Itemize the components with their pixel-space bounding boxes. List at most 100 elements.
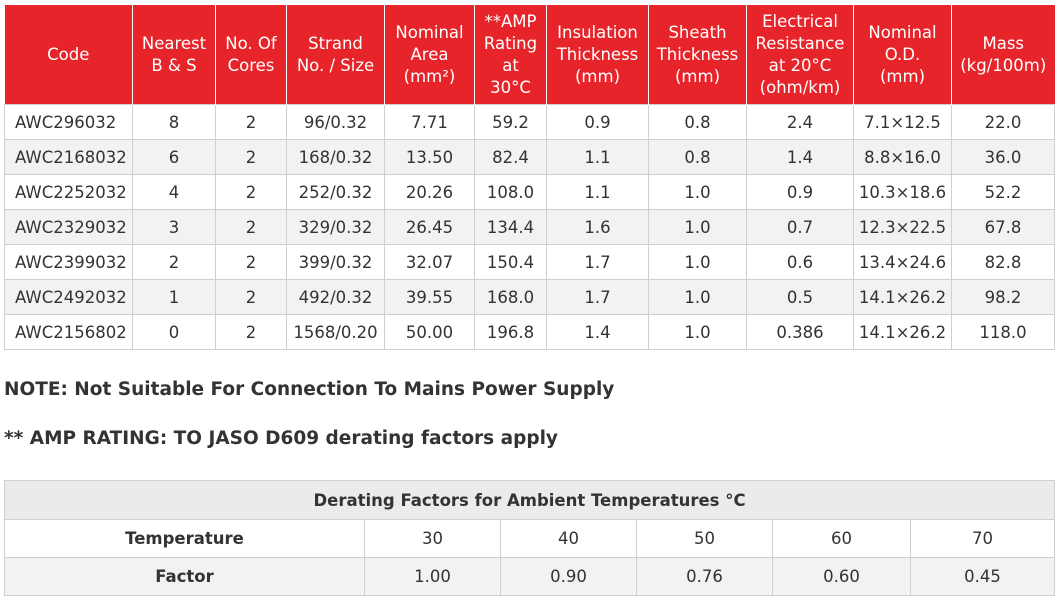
column-header-nominal-od: Nominal O.D. (mm): [853, 5, 952, 105]
factor-value: 0.76: [636, 557, 773, 596]
cell-strand-size: 1568/0.20: [286, 314, 385, 350]
cell-mass: 82.8: [951, 244, 1055, 280]
table-row: AWC2156802 0 2 1568/0.20 50.00 196.8 1.4 1.0 0.3…: [4, 314, 1055, 350]
cell-strand-size: 96/0.32: [286, 104, 385, 140]
cell-electrical-resistance: 0.5: [746, 279, 854, 315]
table-row: AWC296032 8 2 96/0.32 7.71 59.2 0.9 0.8 2.4 7.1×1…: [4, 104, 1055, 140]
temperature-row: Temperature 30 40 50 60 70: [4, 519, 1056, 558]
cell-strand-size: 329/0.32: [286, 209, 385, 245]
cell-insulation-thickness: 1.1: [546, 174, 649, 210]
cell-code: AWC2399032: [4, 244, 133, 280]
cell-nearest-bs: 3: [132, 209, 216, 245]
cell-nominal-area: 39.55: [384, 279, 475, 315]
temperature-label: Temperature: [4, 519, 365, 558]
table-row: AWC2168032 6 2 168/0.32 13.50 82.4 1.1 0.8 1.4 8.…: [4, 139, 1055, 175]
cell-cores: 2: [215, 104, 287, 140]
cell-electrical-resistance: 0.386: [746, 314, 854, 350]
cell-electrical-resistance: 0.9: [746, 174, 854, 210]
cell-nominal-od: 13.4×24.6: [853, 244, 952, 280]
cell-nominal-area: 20.26: [384, 174, 475, 210]
cell-nearest-bs: 8: [132, 104, 216, 140]
table-row: AWC2492032 1 2 492/0.32 39.55 168.0 1.7 1.0 0.5 1…: [4, 279, 1055, 315]
cell-mass: 22.0: [951, 104, 1055, 140]
cell-amp-rating: 150.4: [474, 244, 547, 280]
cell-insulation-thickness: 1.7: [546, 244, 649, 280]
cell-code: AWC2168032: [4, 139, 133, 175]
cell-nominal-od: 10.3×18.6: [853, 174, 952, 210]
cell-nominal-od: 14.1×26.2: [853, 314, 952, 350]
cell-electrical-resistance: 2.4: [746, 104, 854, 140]
cell-sheath-thickness: 1.0: [648, 174, 747, 210]
cell-cores: 2: [215, 314, 287, 350]
factor-value: 0.60: [772, 557, 911, 596]
cell-nominal-area: 50.00: [384, 314, 475, 350]
cell-sheath-thickness: 0.8: [648, 104, 747, 140]
cell-strand-size: 168/0.32: [286, 139, 385, 175]
cell-nominal-od: 8.8×16.0: [853, 139, 952, 175]
temperature-value: 40: [500, 519, 637, 558]
spec-header-row: Code Nearest B & S No. Of Cores Strand No. …: [4, 5, 1055, 105]
factor-value: 0.90: [500, 557, 637, 596]
cell-code: AWC2329032: [4, 209, 133, 245]
cell-code: AWC2156802: [4, 314, 133, 350]
cell-nominal-area: 13.50: [384, 139, 475, 175]
cell-nearest-bs: 4: [132, 174, 216, 210]
temperature-value: 70: [909, 519, 1056, 558]
factor-label: Factor: [4, 557, 365, 596]
cell-electrical-resistance: 0.7: [746, 209, 854, 245]
cell-strand-size: 492/0.32: [286, 279, 385, 315]
cell-code: AWC2492032: [4, 279, 133, 315]
cell-amp-rating: 82.4: [474, 139, 547, 175]
cell-insulation-thickness: 1.1: [546, 139, 649, 175]
cell-nearest-bs: 1: [132, 279, 216, 315]
cell-nominal-od: 12.3×22.5: [853, 209, 952, 245]
table-row: AWC2252032 4 2 252/0.32 20.26 108.0 1.1 1.0 0.9 1…: [4, 174, 1055, 210]
cell-nominal-od: 7.1×12.5: [853, 104, 952, 140]
cell-sheath-thickness: 1.0: [648, 314, 747, 350]
cell-amp-rating: 59.2: [474, 104, 547, 140]
cell-amp-rating: 196.8: [474, 314, 547, 350]
cell-strand-size: 252/0.32: [286, 174, 385, 210]
cell-cores: 2: [215, 174, 287, 210]
cell-cores: 2: [215, 279, 287, 315]
temperature-value: 50: [636, 519, 773, 558]
table-row: AWC2329032 3 2 329/0.32 26.45 134.4 1.6 1.0 0.7 1…: [4, 209, 1055, 245]
cell-nearest-bs: 2: [132, 244, 216, 280]
factor-value: 1.00: [364, 557, 501, 596]
table-row: AWC2399032 2 2 399/0.32 32.07 150.4 1.7 1.0 0.6 1…: [4, 244, 1055, 280]
cell-amp-rating: 134.4: [474, 209, 547, 245]
cell-electrical-resistance: 0.6: [746, 244, 854, 280]
cell-mass: 118.0: [951, 314, 1055, 350]
cell-strand-size: 399/0.32: [286, 244, 385, 280]
cell-code: AWC2252032: [4, 174, 133, 210]
column-header-code: Code: [4, 5, 133, 105]
cell-insulation-thickness: 0.9: [546, 104, 649, 140]
derating-caption: Derating Factors for Ambient Temperature…: [3, 480, 1056, 520]
column-header-amp-rating: **AMP Rating at 30°C: [474, 5, 547, 105]
factor-value: 0.45: [909, 557, 1056, 596]
cell-sheath-thickness: 0.8: [648, 139, 747, 175]
cell-sheath-thickness: 1.0: [648, 209, 747, 245]
column-header-nominal-area: Nominal Area (mm²): [384, 5, 475, 105]
factor-row: Factor 1.00 0.90 0.76 0.60 0.45: [4, 557, 1056, 596]
cell-mass: 36.0: [951, 139, 1055, 175]
cell-cores: 2: [215, 139, 287, 175]
column-header-insulation-thickness: Insulation Thickness (mm): [546, 5, 649, 105]
cell-insulation-thickness: 1.6: [546, 209, 649, 245]
cell-nearest-bs: 0: [132, 314, 216, 350]
column-header-nearest-bs: Nearest B & S: [132, 5, 216, 105]
cell-electrical-resistance: 1.4: [746, 139, 854, 175]
cell-mass: 98.2: [951, 279, 1055, 315]
mains-power-note: NOTE: Not Suitable For Connection To Mai…: [4, 379, 615, 400]
cell-sheath-thickness: 1.0: [648, 279, 747, 315]
cell-code: AWC296032: [4, 104, 133, 140]
cell-mass: 52.2: [951, 174, 1055, 210]
cell-amp-rating: 108.0: [474, 174, 547, 210]
cell-insulation-thickness: 1.4: [546, 314, 649, 350]
cell-nominal-area: 32.07: [384, 244, 475, 280]
column-header-cores: No. Of Cores: [215, 5, 287, 105]
column-header-sheath-thickness: Sheath Thickness (mm): [648, 5, 747, 105]
column-header-mass: Mass (kg/100m): [951, 5, 1055, 105]
cell-mass: 67.8: [951, 209, 1055, 245]
cable-spec-table: Code Nearest B & S No. Of Cores Strand No. …: [4, 5, 1055, 350]
